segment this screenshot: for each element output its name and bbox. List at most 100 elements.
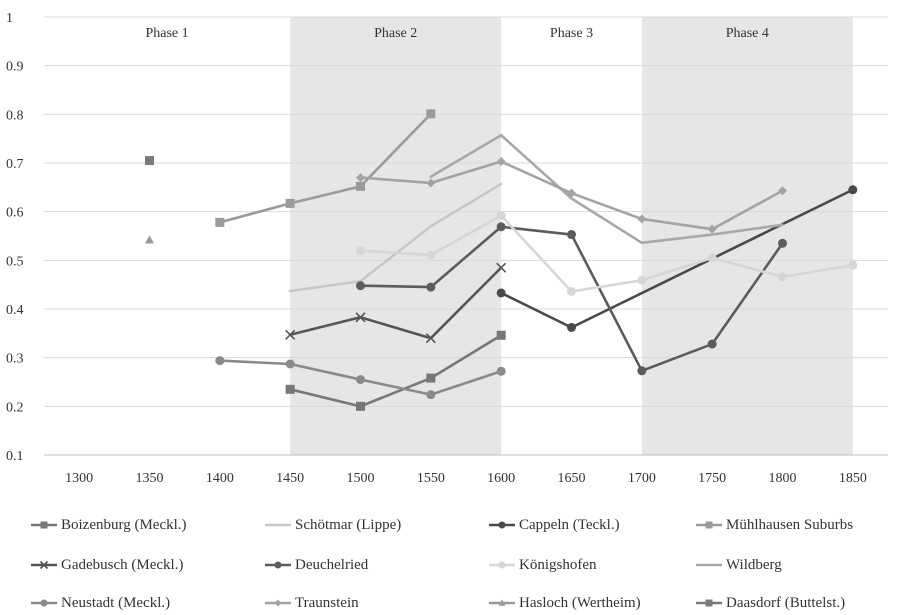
legend-item: Hasloch (Wertheim)	[488, 593, 641, 613]
legend-item: Deuchelried	[264, 555, 368, 575]
series-line	[429, 133, 784, 245]
legend-label: Königshofen	[519, 556, 597, 573]
phase-label: Phase 2	[374, 26, 417, 41]
series-line	[288, 333, 503, 408]
legend-swatch	[265, 561, 291, 569]
x-tick-label: 1600	[487, 471, 515, 486]
x-tick-label: 1650	[558, 471, 586, 486]
legend-label: Boizenburg (Meckl.)	[61, 516, 187, 533]
data-point	[356, 173, 365, 183]
y-tick-label: 0.9	[6, 60, 24, 75]
data-point	[425, 333, 436, 344]
data-point	[496, 157, 506, 167]
x-tick-label: 1800	[769, 471, 797, 486]
data-point	[285, 198, 295, 208]
x-tick-label: 1550	[417, 471, 445, 486]
y-tick-label: 0.3	[6, 352, 24, 367]
phase-band	[641, 17, 853, 455]
data-point	[707, 224, 717, 234]
data-point	[567, 286, 576, 296]
legend-swatch	[489, 599, 515, 606]
legend-item: Schötmar (Lippe)	[264, 515, 401, 535]
x-tick-label: 1500	[347, 471, 375, 486]
legend-item: Daasdorf (Buttelst.)	[695, 593, 845, 613]
x-tick-label: 1300	[65, 471, 93, 486]
x-tick-label: 1850	[839, 471, 867, 486]
legend-label: Daasdorf (Buttelst.)	[726, 594, 846, 611]
legend-item: Traunstein	[264, 593, 359, 613]
y-tick-label: 0.6	[6, 206, 24, 221]
legend-marker	[40, 521, 48, 529]
data-point	[778, 272, 787, 282]
data-point	[496, 330, 506, 340]
legend-marker	[498, 561, 506, 569]
data-point	[567, 188, 576, 198]
data-point	[215, 217, 225, 227]
legend-item: Boizenburg (Meckl.)	[30, 515, 187, 535]
data-point	[426, 109, 436, 119]
legend-item: Königshofen	[488, 555, 597, 575]
gridlines	[44, 16, 888, 456]
data-point	[496, 222, 506, 232]
legend-item: Cappeln (Teckl.)	[488, 515, 620, 535]
legend-label: Deuchelried	[295, 556, 369, 573]
x-tick-label: 1450	[276, 471, 304, 486]
legend-swatch	[696, 563, 722, 567]
legend-swatch	[31, 521, 57, 529]
legend-marker	[40, 599, 48, 607]
legend-marker	[498, 599, 506, 606]
legend-swatch	[696, 599, 722, 607]
data-point	[707, 339, 717, 349]
phase-label: Phase 1	[145, 26, 188, 41]
data-point	[637, 366, 647, 376]
data-point	[356, 401, 365, 411]
series-line	[218, 112, 433, 224]
data-point	[145, 235, 154, 244]
legend-swatch	[31, 599, 57, 607]
legend-swatch	[265, 599, 291, 607]
y-tick-label: 0.4	[6, 303, 24, 318]
legend-item: Neustadt (Meckl.)	[30, 593, 170, 613]
legend-marker	[39, 560, 49, 570]
legend-label: Gadebusch (Meckl.)	[61, 556, 184, 573]
legend-item: Mühlhausen Suburbs	[695, 515, 853, 535]
legend-marker	[498, 521, 506, 529]
data-point	[848, 260, 858, 270]
data-point	[145, 156, 154, 166]
y-tick-label: 0.2	[6, 400, 24, 415]
legend-label: Cappeln (Teckl.)	[519, 516, 620, 533]
data-point	[848, 185, 858, 195]
legend-label: Schötmar (Lippe)	[295, 516, 402, 533]
legend-label: Mühlhausen Suburbs	[726, 516, 854, 533]
legend: Boizenburg (Meckl.) Schötmar (Lippe) Cappe…	[0, 505, 922, 615]
y-tick-label: 0.7	[6, 157, 24, 172]
phase-band	[290, 17, 502, 455]
legend-marker	[705, 521, 713, 529]
x-axis-ticks: 1300 1350 1400 1450 1500 1550 1600 1650 1700 1750…	[65, 471, 867, 486]
x-tick-label: 1700	[628, 471, 656, 486]
data-point	[285, 329, 296, 340]
legend-swatch	[31, 560, 57, 570]
data-point	[355, 312, 366, 323]
y-tick-label: 0.8	[6, 108, 24, 123]
data-point	[356, 375, 365, 385]
x-tick-label: 1750	[698, 471, 726, 486]
data-point	[496, 211, 506, 221]
data-point	[707, 253, 717, 263]
y-axis-ticks: 0.1 0.2 0.3 0.4 0.5 0.6 0.7 0.8 0.9 1	[6, 11, 24, 464]
phase-label: Phase 4	[726, 26, 769, 41]
legend-marker	[274, 561, 282, 569]
data-point	[496, 262, 507, 273]
legend-swatch	[696, 521, 722, 529]
data-point	[215, 356, 225, 366]
data-point	[567, 322, 576, 332]
legend-marker	[274, 599, 282, 607]
phase-labels: Phase 1 Phase 2 Phase 3 Phase 4	[145, 26, 768, 41]
legend-label: Hasloch (Wertheim)	[519, 594, 641, 611]
data-point	[426, 282, 436, 292]
data-point	[426, 390, 436, 400]
phase-label: Phase 3	[550, 26, 593, 41]
data-point	[426, 373, 436, 383]
data-point	[426, 178, 436, 188]
legend-item: Wildberg	[695, 555, 782, 575]
